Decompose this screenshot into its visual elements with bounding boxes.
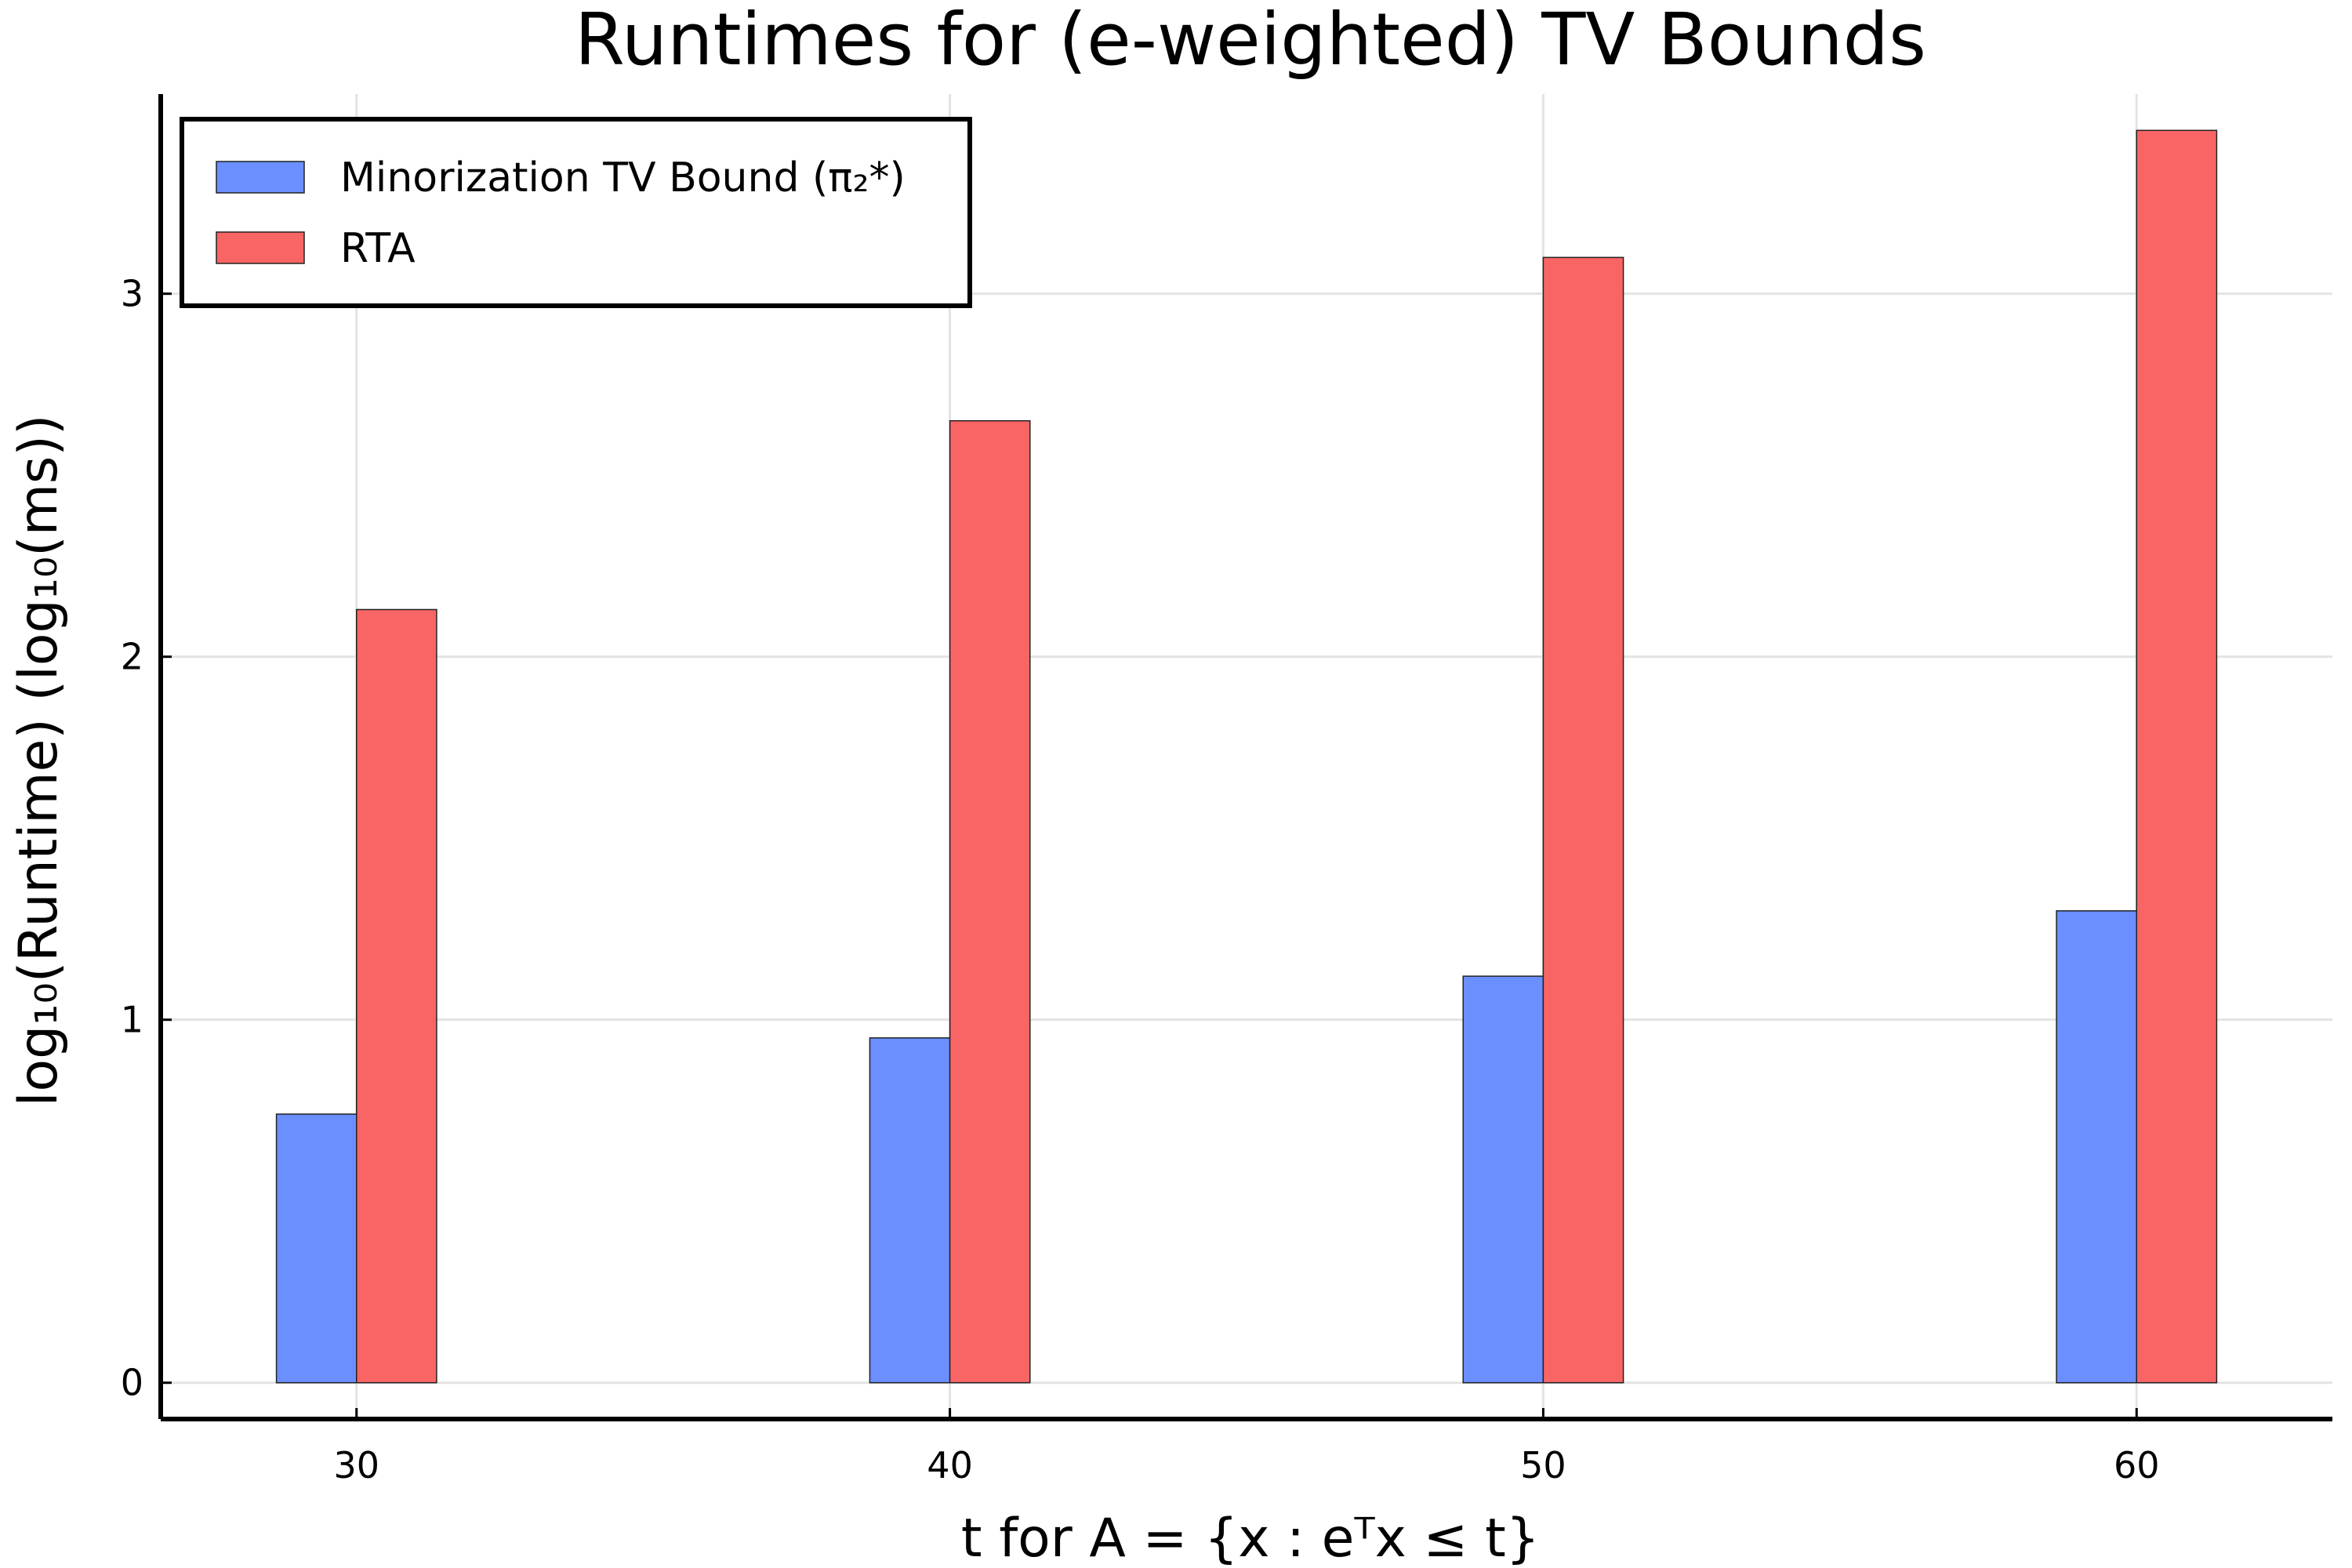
legend-swatch-minorization [216,161,305,194]
legend: Minorization TV Bound (π₂*) RTA [180,117,972,308]
bar-rta-40 [949,419,1031,1384]
legend-label-minorization: Minorization TV Bound (π₂*) [340,154,906,201]
x-tick-label: 60 [2114,1444,2160,1486]
legend-box [180,117,972,308]
y-tick-label: 0 [121,1362,143,1404]
bar-minorization-40 [869,1037,951,1384]
y-tick-label: 3 [121,273,143,315]
bars [275,129,2218,1384]
legend-label-rta: RTA [340,225,416,272]
x-axis-title: t for A = {x : eᵀx ≤ t} [961,1508,1540,1568]
axes [158,94,2332,1421]
bar-minorization-60 [2056,910,2137,1384]
chart-title: Runtimes for (e-weighted) TV Bounds [575,0,1926,82]
bar-rta-50 [1542,256,1624,1384]
legend-swatch-rta [216,231,305,264]
y-axis-title: log₁₀(Runtime) (log₁₀(ms)) [8,415,70,1107]
x-tick-label: 30 [333,1444,379,1486]
y-tick-label: 2 [121,636,143,678]
tick-labels: 30 40 50 60 0 1 2 3 [121,273,2160,1486]
y-tick-label: 1 [121,999,143,1041]
x-tick-label: 40 [927,1444,973,1486]
x-tick-label: 50 [1520,1444,1566,1486]
bar-rta-60 [2136,129,2218,1384]
bar-minorization-50 [1462,975,1544,1384]
bar-rta-30 [356,608,437,1384]
bar-minorization-30 [275,1113,358,1384]
